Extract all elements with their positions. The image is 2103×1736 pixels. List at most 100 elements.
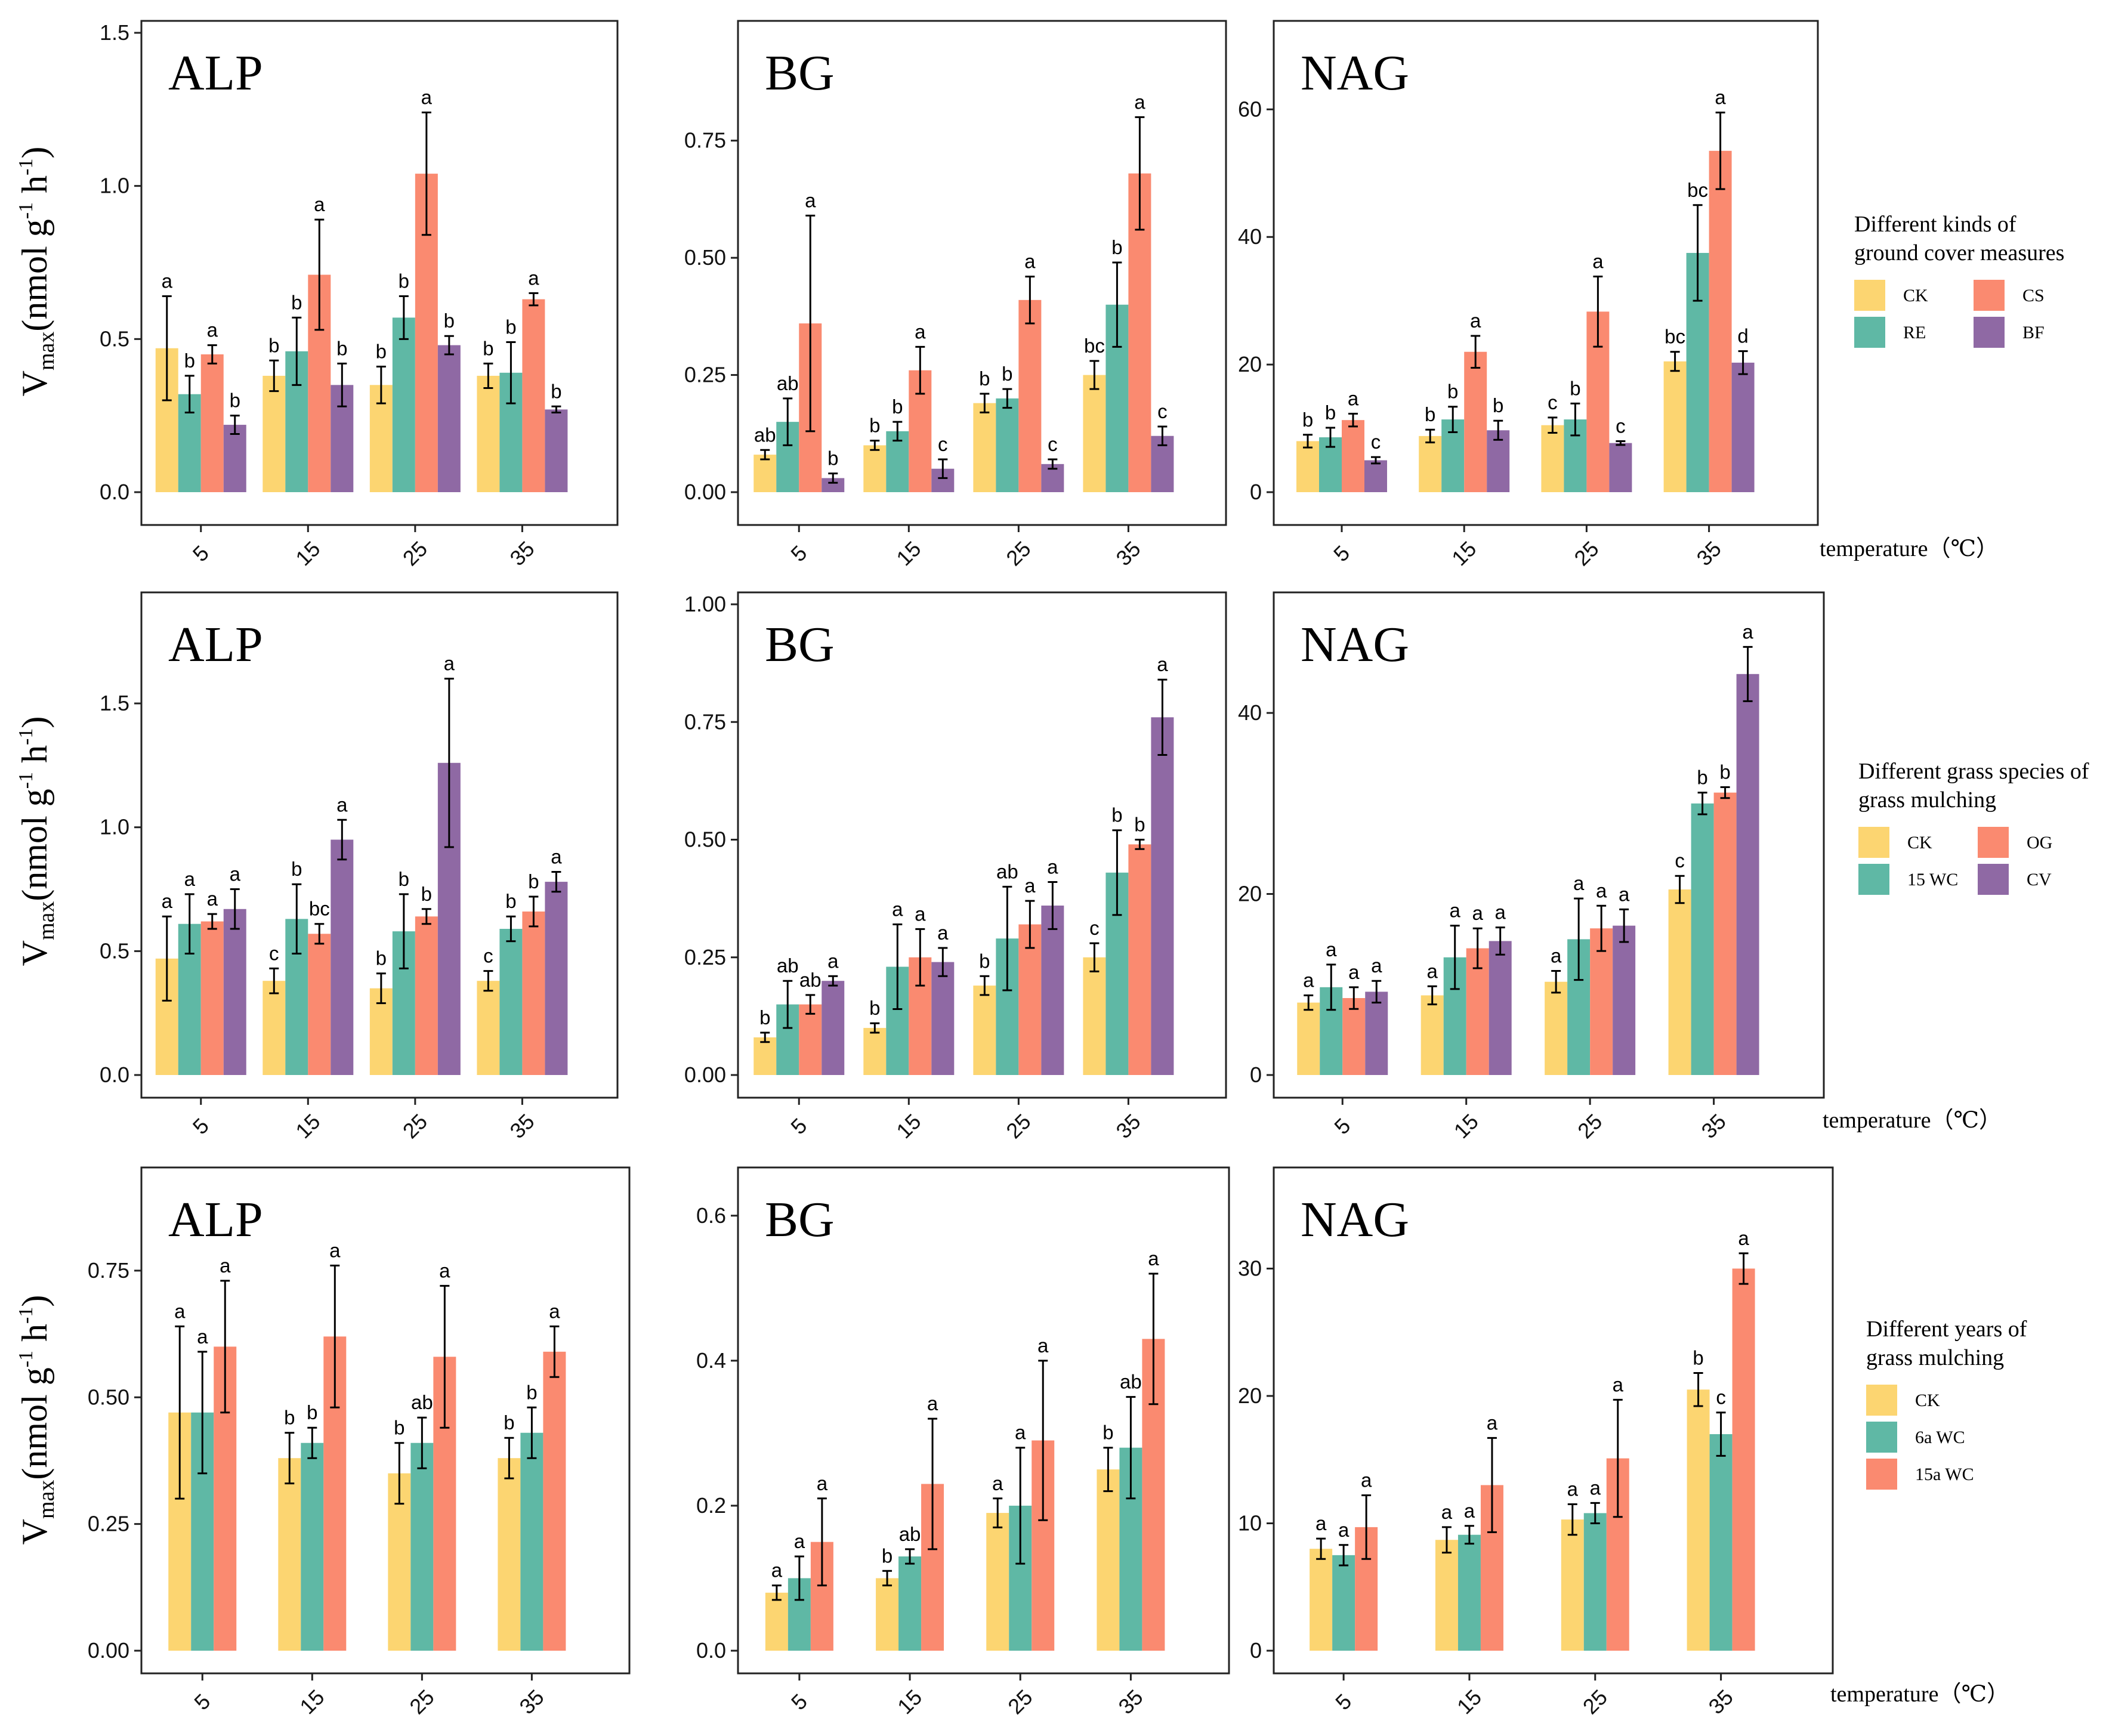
x-tick-label: 5 bbox=[786, 540, 811, 566]
significance-letter: a bbox=[1450, 900, 1461, 922]
bar-cv-5 bbox=[223, 909, 246, 1075]
significance-letter: b bbox=[291, 858, 302, 880]
bar-6a-wc-35 bbox=[1709, 1434, 1733, 1651]
significance-letter: c bbox=[938, 433, 948, 455]
x-tick-label: 35 bbox=[1113, 1685, 1147, 1719]
bar-ck-15 bbox=[863, 1028, 887, 1075]
y-axis-label-unit-close: ) bbox=[15, 716, 54, 728]
significance-letter: a bbox=[1573, 872, 1585, 894]
significance-letter: a bbox=[1157, 653, 1168, 675]
significance-letter: b bbox=[284, 1407, 295, 1429]
y-axis-label-sup1: -1 bbox=[15, 1351, 37, 1367]
bar-og-15 bbox=[308, 934, 331, 1075]
legend-label: 15a WC bbox=[1915, 1465, 1974, 1484]
panel-title: BG bbox=[765, 1192, 835, 1247]
bar-cv-35 bbox=[1151, 717, 1174, 1075]
significance-letter: a bbox=[162, 270, 173, 292]
bar-ck-25 bbox=[1541, 425, 1564, 492]
significance-letter: b bbox=[444, 310, 455, 332]
bar-ck-25 bbox=[986, 1513, 1009, 1651]
bar-bf-5 bbox=[1364, 460, 1387, 492]
y-axis-label: Vmax(nmol g-1 h-1) bbox=[15, 1295, 59, 1545]
x-tick-label: 5 bbox=[1329, 1113, 1355, 1139]
panel-frame bbox=[140, 1166, 631, 1675]
x-tick-label: 5 bbox=[188, 1113, 214, 1139]
y-axis-label-sub: max bbox=[34, 332, 59, 370]
significance-letter: b bbox=[421, 883, 432, 905]
y-tick-label: 0.50 bbox=[684, 245, 726, 270]
significance-letter: b bbox=[1697, 767, 1707, 789]
y-tick-label: 10 bbox=[1238, 1510, 1262, 1535]
panel-title: BG bbox=[765, 45, 835, 101]
bar-ck-5 bbox=[754, 455, 777, 492]
x-tick-label: 15 bbox=[1447, 536, 1481, 570]
significance-letter: ab bbox=[1120, 1371, 1142, 1393]
significance-letter: a bbox=[1487, 1411, 1498, 1434]
x-tick-label: 5 bbox=[1329, 540, 1354, 566]
bar-ck-35 bbox=[1083, 957, 1106, 1075]
legend-key-ck bbox=[1858, 827, 1889, 858]
x-tick-label: 35 bbox=[505, 536, 539, 570]
significance-letter: a bbox=[220, 1255, 231, 1277]
bar-cs-25 bbox=[1018, 299, 1042, 492]
bar-cs-5 bbox=[200, 354, 224, 492]
x-tick-label: 5 bbox=[189, 1689, 215, 1715]
significance-letter: a bbox=[162, 890, 173, 912]
x-axis-label: temperature（℃） bbox=[1820, 536, 1999, 561]
significance-letter: a bbox=[1427, 960, 1438, 982]
bar-ck-15 bbox=[1435, 1540, 1458, 1651]
panel-title: NAG bbox=[1301, 1192, 1409, 1247]
significance-letter: b bbox=[1447, 381, 1458, 403]
x-tick-label: 15 bbox=[891, 1109, 925, 1143]
x-tick-label: 25 bbox=[1003, 1685, 1037, 1719]
x-tick-label: 35 bbox=[1111, 536, 1145, 570]
panel-frame bbox=[1273, 1166, 1834, 1675]
significance-letter: a bbox=[1148, 1247, 1159, 1269]
bar-ck-35 bbox=[1083, 375, 1106, 492]
bar-bf-35 bbox=[545, 409, 568, 492]
bar-ck-5 bbox=[1296, 441, 1319, 492]
bar-og-35 bbox=[1713, 792, 1737, 1075]
x-tick-label: 35 bbox=[1111, 1109, 1145, 1143]
bar-ck-35 bbox=[1668, 889, 1691, 1075]
significance-letter: b bbox=[399, 868, 409, 890]
bar-cv-5 bbox=[822, 981, 845, 1075]
bar-ck-25 bbox=[1561, 1519, 1584, 1651]
panel-frame bbox=[140, 591, 619, 1099]
y-tick-label: 0.50 bbox=[684, 827, 726, 852]
legend-key-og bbox=[1978, 827, 2009, 858]
bar-ck-15 bbox=[876, 1578, 899, 1651]
x-tick-label: 5 bbox=[188, 540, 214, 566]
bar-cs-15 bbox=[1464, 351, 1487, 492]
y-tick-label: 0.00 bbox=[88, 1638, 129, 1663]
y-axis-label-unit-mid: h bbox=[15, 1324, 54, 1351]
x-tick-label: 15 bbox=[291, 536, 325, 570]
bar-15-wc-35 bbox=[499, 928, 523, 1075]
significance-letter: a bbox=[1470, 310, 1481, 332]
significance-letter: b bbox=[759, 1006, 770, 1028]
y-tick-label: 0.00 bbox=[684, 480, 726, 504]
x-tick-label: 15 bbox=[1449, 1109, 1483, 1143]
significance-letter: a bbox=[329, 1239, 341, 1261]
significance-letter: a bbox=[771, 1559, 783, 1581]
y-tick-label: 0.25 bbox=[684, 363, 726, 387]
significance-letter: b bbox=[869, 415, 880, 437]
panel-frame bbox=[737, 591, 1227, 1099]
bar-cv-25 bbox=[1041, 905, 1064, 1075]
significance-letter: b bbox=[184, 350, 195, 372]
bar-og-35 bbox=[522, 911, 545, 1075]
significance-letter: a bbox=[174, 1300, 186, 1322]
y-tick-label: 0.0 bbox=[100, 480, 129, 504]
x-tick-label: 35 bbox=[514, 1685, 548, 1719]
panel-title: ALP bbox=[168, 1192, 263, 1247]
bar-cs-35 bbox=[1709, 150, 1732, 492]
legend-title-line: Different years of bbox=[1866, 1317, 2027, 1342]
significance-letter: ab bbox=[777, 955, 799, 977]
bar-ck-15 bbox=[1420, 995, 1444, 1075]
x-tick-label: 25 bbox=[1578, 1685, 1612, 1719]
significance-letter: b bbox=[504, 1411, 514, 1434]
bar-ck-15 bbox=[863, 445, 887, 492]
significance-letter: b bbox=[505, 890, 516, 912]
y-tick-label: 1.00 bbox=[684, 592, 726, 616]
bar-ck-15 bbox=[1419, 435, 1442, 492]
